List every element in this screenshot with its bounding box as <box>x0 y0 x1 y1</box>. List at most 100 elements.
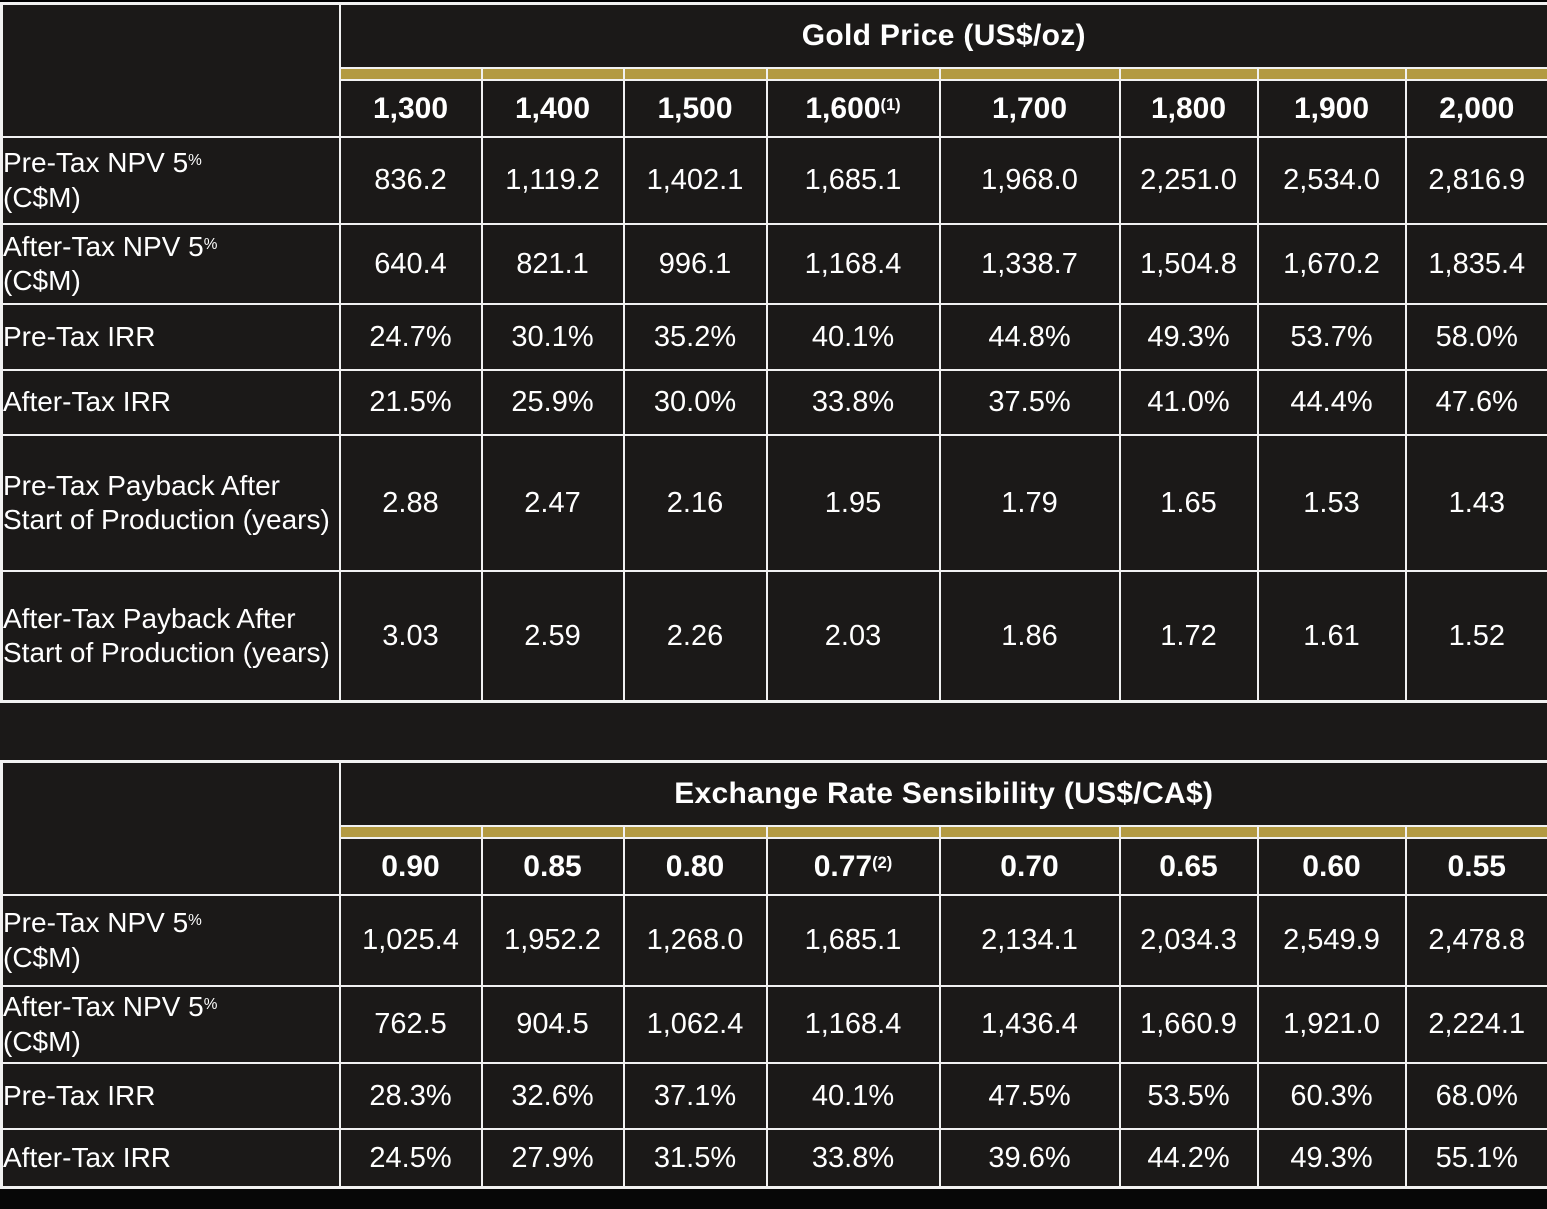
column-header-label: 1,400 <box>514 91 591 125</box>
bottom-strip <box>0 1189 1547 1209</box>
value-cell: 31.5% <box>622 1128 768 1189</box>
gold-rule-segment <box>1404 68 1547 80</box>
value-cell: 1,402.1 <box>622 136 768 225</box>
column-header-label: 1,900 <box>1293 91 1370 125</box>
value-cell: 21.5% <box>338 369 483 436</box>
table-row: Pre-Tax NPV 5% (C$M) 1,025.4 1,952.2 1,268.0… <box>0 894 1547 987</box>
value-cell: 1,921.0 <box>1256 985 1407 1064</box>
gold-rule-segment <box>1118 68 1259 80</box>
value-cell: 24.7% <box>338 303 483 371</box>
top-strip <box>0 0 1547 2</box>
value-cell: 41.0% <box>1118 369 1259 436</box>
row-label-unit: (C$M) <box>3 941 81 973</box>
column-header: 1,900 <box>1256 79 1407 138</box>
value-cell: 2.03 <box>765 570 941 703</box>
value-cell: 55.1% <box>1404 1128 1547 1189</box>
percent-superscript: % <box>188 912 202 930</box>
gold-rule-row <box>2 826 1547 838</box>
column-header-row: 1,300 1,400 1,500 1,600(1) 1,700 1,800 1,900 2,… <box>2 79 1547 138</box>
value-cell: 1,436.4 <box>938 985 1121 1064</box>
value-cell: 27.9% <box>480 1128 625 1189</box>
row-label: Pre-Tax Payback After Start of Productio… <box>0 434 341 572</box>
value-cell: 2.47 <box>480 434 625 572</box>
value-cell: 33.8% <box>765 369 941 436</box>
column-header-label: 1,700 <box>991 91 1068 125</box>
table-row: After-Tax Payback After Start of Product… <box>0 570 1547 703</box>
gold-price-sensitivity-table: Gold Price (US$/oz) 1,300 1,400 1,500 1,600… <box>0 2 1547 703</box>
value-cell: 2,134.1 <box>938 894 1121 987</box>
column-header: 0.85 <box>480 837 625 896</box>
row-label: After-Tax NPV 5% (C$M) <box>0 985 341 1064</box>
value-cell: 1,685.1 <box>765 894 941 987</box>
value-cell: 1,660.9 <box>1118 985 1259 1064</box>
footnote-marker: (1) <box>880 96 901 115</box>
row-label-text: After-Tax NPV 5 <box>3 991 204 1023</box>
column-header-label: 0.70 <box>1000 849 1059 883</box>
column-header: 0.65 <box>1118 837 1259 896</box>
column-header-label: 0.60 <box>1302 849 1361 883</box>
value-cell: 1.72 <box>1118 570 1259 703</box>
gold-rule-segment <box>765 826 941 838</box>
row-label: Pre-Tax IRR <box>0 303 341 371</box>
value-cell: 1,168.4 <box>765 223 941 305</box>
column-header-label: 0.77 <box>813 849 873 883</box>
column-header-label: 0.90 <box>381 849 440 883</box>
gold-rule-segment <box>338 68 483 80</box>
value-cell: 1.65 <box>1118 434 1259 572</box>
column-header: 1,700 <box>938 79 1121 138</box>
value-cell: 836.2 <box>338 136 483 225</box>
table-title-row: Gold Price (US$/oz) <box>0 2 1547 138</box>
value-cell: 32.6% <box>480 1062 625 1130</box>
gold-rule-segment <box>480 826 625 838</box>
value-cell: 1,504.8 <box>1118 223 1259 305</box>
column-header-label: 1,300 <box>372 91 449 125</box>
corner-cell <box>0 760 341 896</box>
gold-rule-segment <box>938 826 1121 838</box>
column-header-row: 0.90 0.85 0.80 0.77(2) 0.70 0.65 0.60 0.55 <box>2 837 1547 896</box>
value-cell: 2,034.3 <box>1118 894 1259 987</box>
gold-rule-segment <box>338 826 483 838</box>
value-cell: 762.5 <box>338 985 483 1064</box>
value-cell: 53.5% <box>1118 1062 1259 1130</box>
value-cell: 49.3% <box>1118 303 1259 371</box>
gold-rule-row <box>2 68 1547 80</box>
column-header: 0.55 <box>1404 837 1547 896</box>
table-title: Gold Price (US$/oz) <box>338 2 1547 69</box>
column-header: 1,800 <box>1118 79 1259 138</box>
value-cell: 44.4% <box>1256 369 1407 436</box>
column-header: 0.90 <box>338 837 483 896</box>
value-cell: 1,952.2 <box>480 894 625 987</box>
gold-rule-segment <box>765 68 941 80</box>
column-header: 1,600(1) <box>765 79 941 138</box>
percent-superscript: % <box>188 152 202 170</box>
column-header: 2,000 <box>1404 79 1547 138</box>
row-label-text: After-Tax Payback After Start of Product… <box>3 602 330 668</box>
gold-rule-segment <box>622 68 768 80</box>
value-cell: 2.26 <box>622 570 768 703</box>
column-header: 0.80 <box>622 837 768 896</box>
gold-rule-segment <box>1404 826 1547 838</box>
value-cell: 40.1% <box>765 303 941 371</box>
value-cell: 1,670.2 <box>1256 223 1407 305</box>
value-cell: 1.79 <box>938 434 1121 572</box>
table-row: Pre-Tax NPV 5% (C$M) 836.2 1,119.2 1,402.1 1,… <box>0 136 1547 225</box>
table-row: Pre-Tax IRR 28.3% 32.6% 37.1% 40.1% 47.5% 53.5… <box>0 1062 1547 1130</box>
value-cell: 39.6% <box>938 1128 1121 1189</box>
gold-rule-segment <box>938 68 1121 80</box>
table-title-row: Exchange Rate Sensibility (US$/CA$) <box>0 760 1547 896</box>
value-cell: 1,119.2 <box>480 136 625 225</box>
table-row: After-Tax NPV 5% (C$M) 762.5 904.5 1,062.4 1,… <box>0 985 1547 1064</box>
value-cell: 1,835.4 <box>1404 223 1547 305</box>
value-cell: 821.1 <box>480 223 625 305</box>
column-header-label: 1,600 <box>805 91 881 125</box>
row-label-text: Pre-Tax IRR <box>3 1079 156 1111</box>
value-cell: 40.1% <box>765 1062 941 1130</box>
table-gap <box>0 703 1547 760</box>
value-cell: 1.95 <box>765 434 941 572</box>
value-cell: 2,478.8 <box>1404 894 1547 987</box>
value-cell: 1,025.4 <box>338 894 483 987</box>
column-header-label: 1,500 <box>657 91 733 125</box>
table-row: Pre-Tax IRR 24.7% 30.1% 35.2% 40.1% 44.8% 49.3… <box>0 303 1547 371</box>
row-label-text: After-Tax IRR <box>3 1141 172 1173</box>
